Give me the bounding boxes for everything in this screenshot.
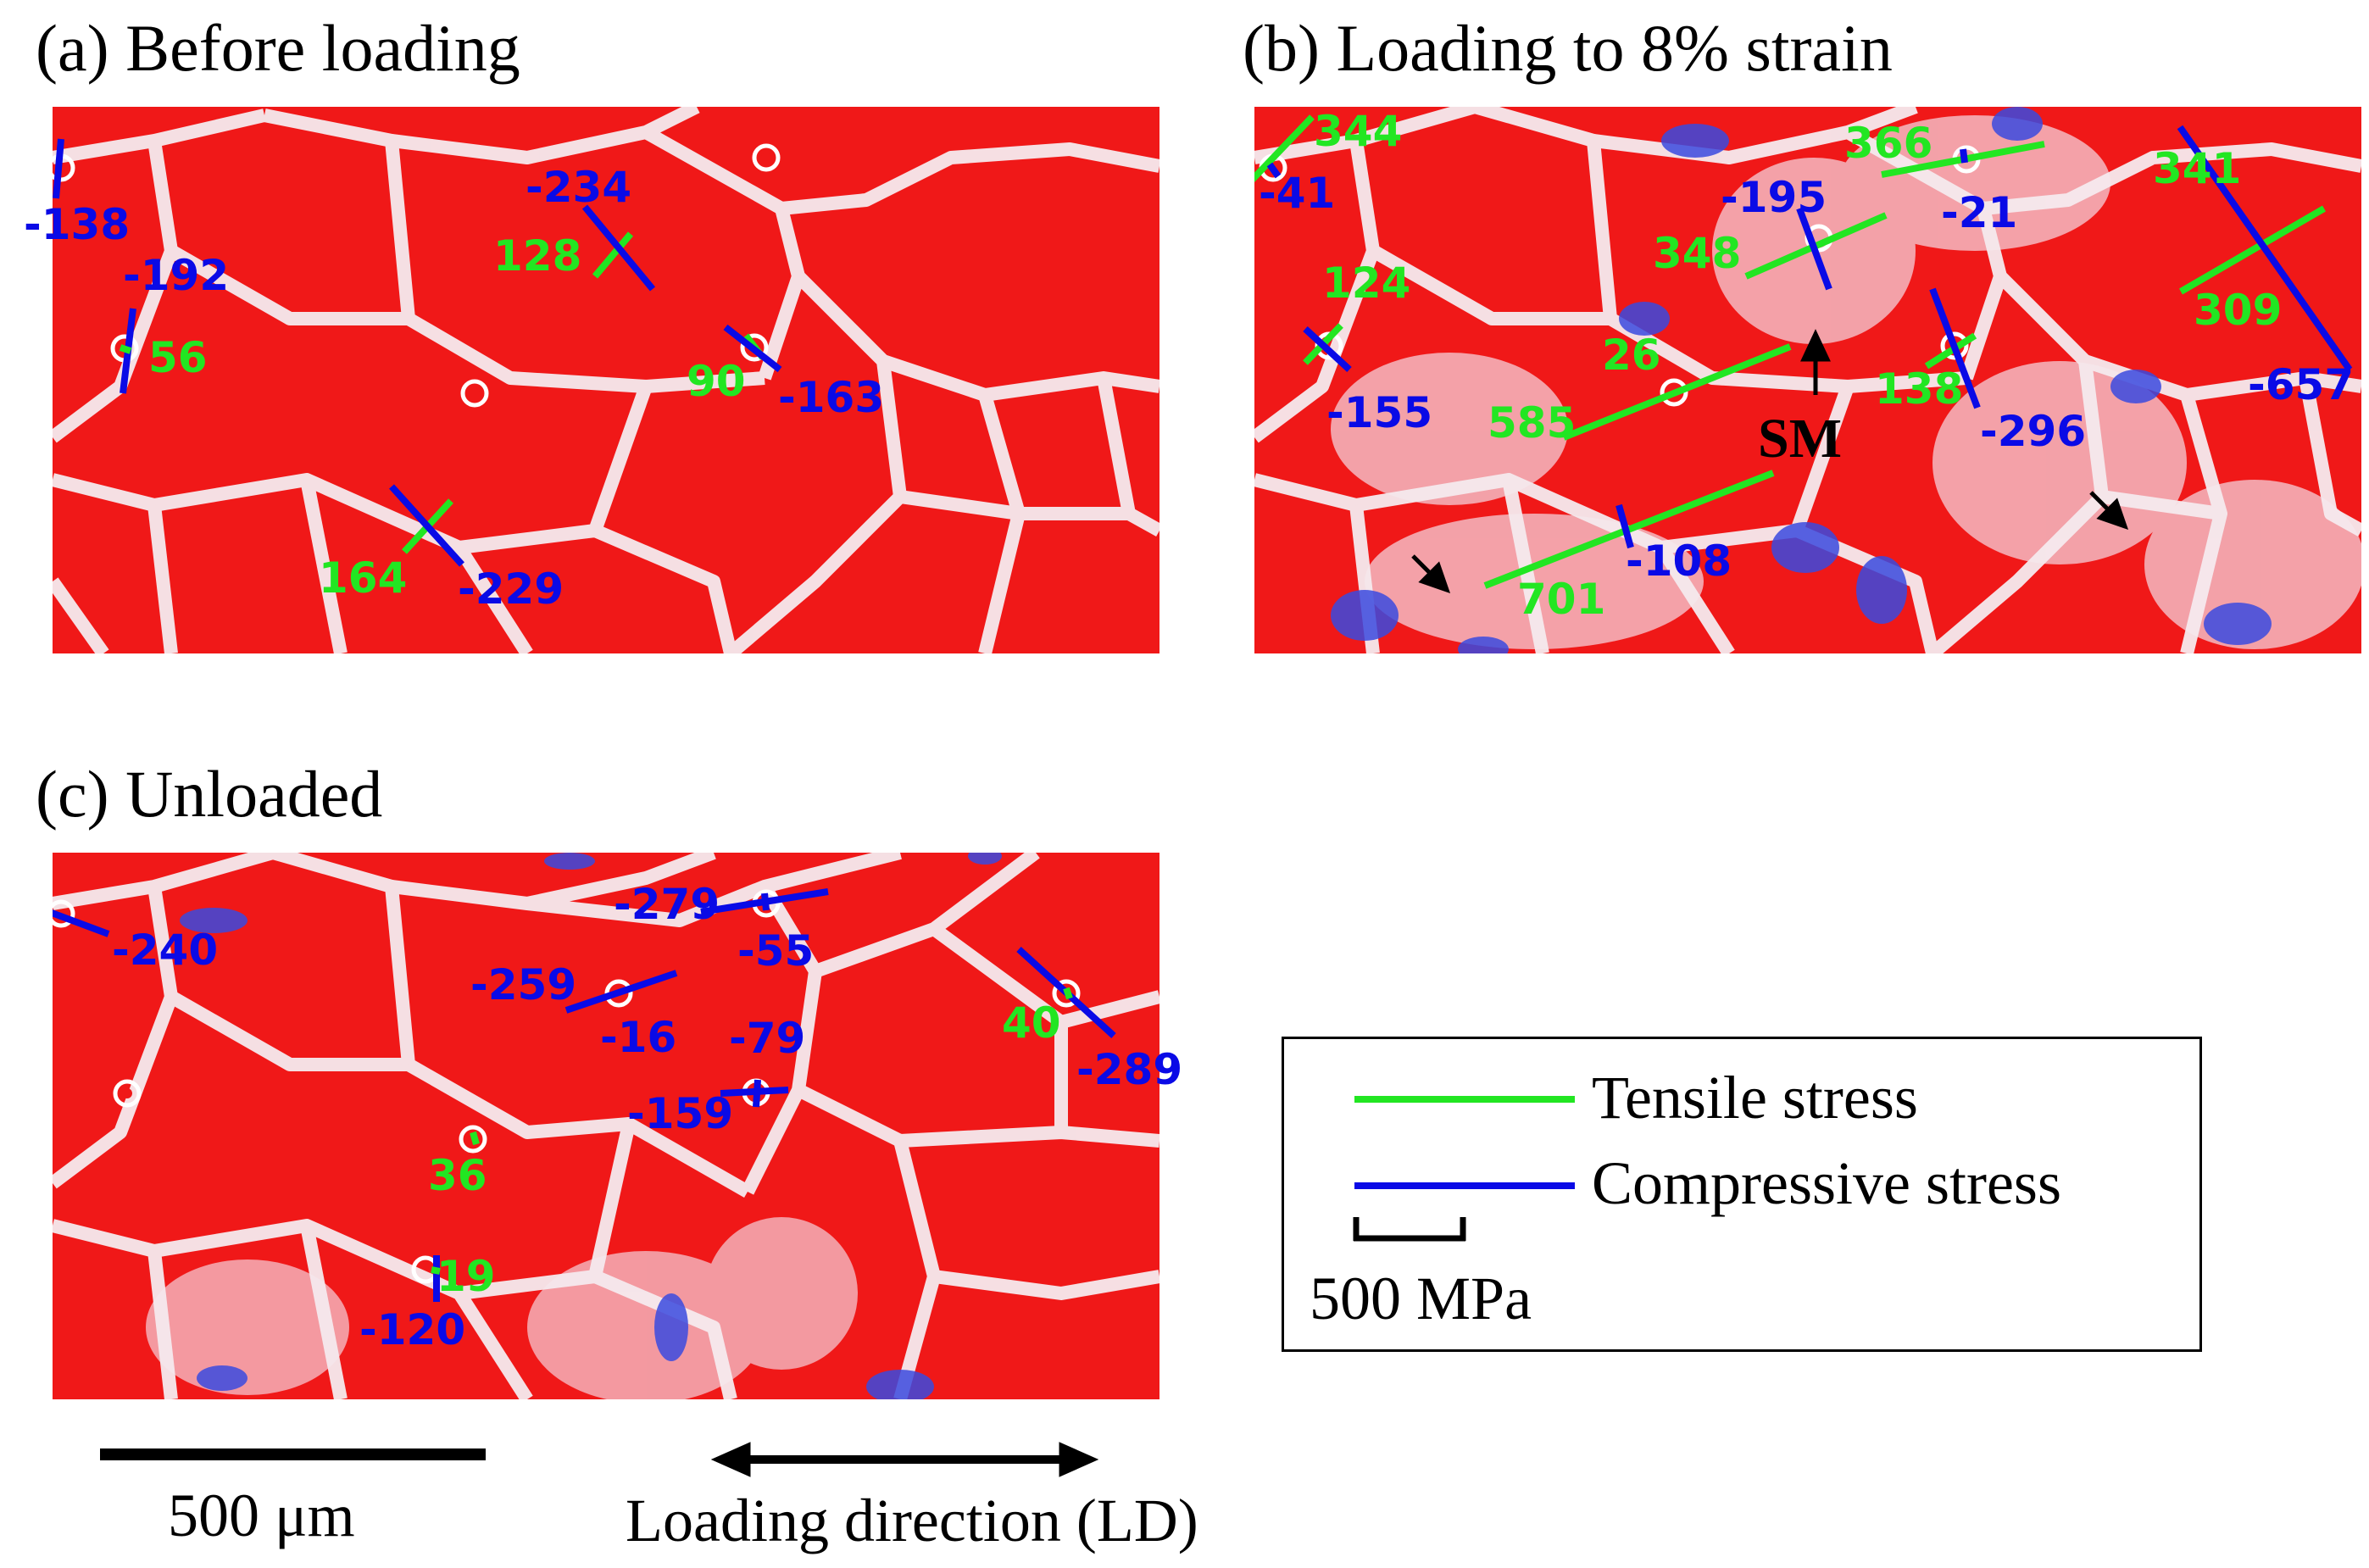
stress-label: -234 [526, 163, 632, 212]
stress-label: -55 [737, 926, 815, 976]
panel-a-stress-map [53, 107, 1159, 653]
stress-label: 344 [1314, 107, 1403, 156]
scale-bar-label: 500 μm [168, 1482, 355, 1549]
stress-label: 164 [319, 553, 408, 603]
stress-label: 309 [2194, 286, 2283, 335]
stress-label: 124 [1322, 259, 1411, 308]
legend-tensile-label: Tensile stress [1592, 1064, 1918, 1132]
stress-label: 128 [493, 231, 582, 281]
legend: Tensile stress Compressive stress 500 MP… [1282, 1037, 2202, 1352]
stress-label: 90 [687, 357, 746, 406]
panel-c-title: (c) Unloaded [36, 757, 383, 831]
stress-label: -163 [778, 373, 885, 422]
stress-label: -155 [1326, 388, 1433, 437]
stress-label: 366 [1844, 119, 1933, 168]
panel-a-title: (a) Before loading [36, 11, 520, 85]
loading-direction-label: Loading direction (LD) [626, 1487, 1198, 1554]
stress-label: 138 [1875, 364, 1964, 414]
stress-label: 585 [1488, 398, 1577, 448]
stress-label: -229 [458, 564, 564, 614]
stress-label: 56 [148, 333, 208, 382]
scale-bar-500mpa [1353, 1217, 1466, 1242]
sm-label: SM [1758, 408, 1842, 470]
loading-direction-arrow [710, 1442, 1099, 1477]
stress-label: -108 [1626, 537, 1732, 586]
stress-label: 348 [1653, 229, 1742, 278]
stress-label: -240 [112, 926, 219, 975]
stress-label: -21 [1941, 188, 2018, 237]
stress-label: -289 [1076, 1045, 1183, 1094]
stress-label: 26 [1602, 331, 1661, 380]
stress-label: 36 [428, 1151, 487, 1200]
stress-label: -259 [470, 960, 577, 1009]
panel-b-title: (b) Loading to 8% strain [1243, 11, 1893, 85]
stress-label: 341 [2153, 144, 2242, 193]
stress-label: 40 [1002, 998, 1061, 1048]
panel-c-stress-map [53, 853, 1159, 1399]
stress-label: -41 [1259, 169, 1336, 218]
legend-compressive-label: Compressive stress [1592, 1149, 2061, 1217]
stress-label: -79 [729, 1014, 806, 1063]
stress-label: 19 [437, 1252, 496, 1301]
stress-label: -138 [24, 200, 131, 249]
stress-label: -296 [1980, 407, 2087, 456]
stress-label: -657 [2248, 360, 2355, 409]
stress-label: -120 [359, 1305, 466, 1354]
stress-label: -192 [123, 251, 230, 300]
stress-label: -159 [627, 1089, 734, 1138]
panel-b-stress-map [1254, 107, 2361, 653]
stress-label: -16 [600, 1013, 677, 1062]
legend-scale-label: 500 MPa [1310, 1265, 1532, 1332]
stress-label: -195 [1721, 173, 1827, 222]
stress-label: -279 [614, 880, 720, 929]
stress-label: 701 [1517, 575, 1606, 624]
